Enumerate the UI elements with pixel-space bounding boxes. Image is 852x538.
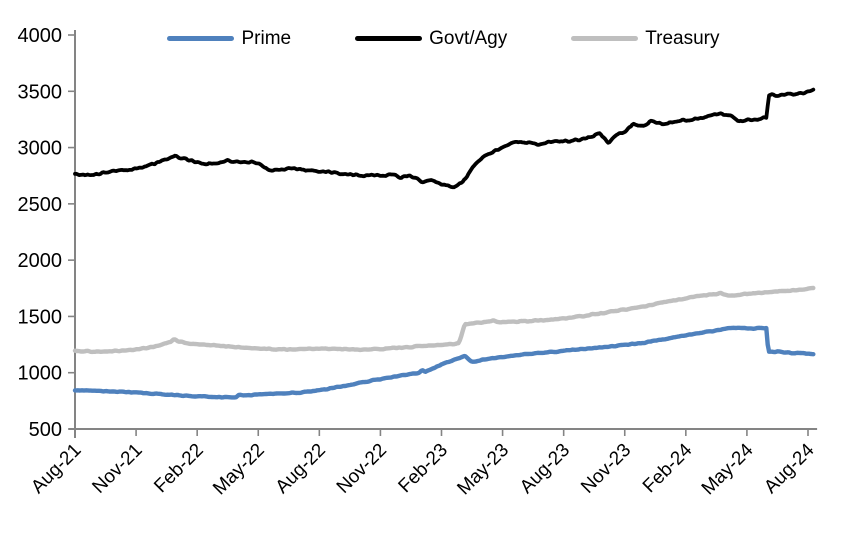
x-tick-label: Aug-21 [27, 440, 85, 498]
legend-label-treasury: Treasury [645, 27, 720, 49]
series-line-prime [72, 325, 816, 400]
x-tick-label: Nov-21 [88, 440, 146, 498]
x-tick-label: Aug-23 [516, 440, 574, 498]
x-axis-ticks: Aug-21 Nov-21 Feb-22 May-22 Aug-22 Nov-22 Feb-… [27, 429, 819, 500]
x-tick-label: May-23 [453, 440, 513, 500]
legend-swatch-govt-agy-line [355, 35, 423, 41]
y-axis-ticks: 500 1000 1500 2000 2500 3000 3500 4000 [18, 25, 75, 441]
x-tick-label: Aug-22 [272, 440, 330, 498]
chart-legend: Prime Govt/Agy Treasury [75, 26, 812, 50]
x-tick-label: May-24 [698, 439, 758, 499]
legend-label-govt-agy: Govt/Agy [429, 27, 508, 49]
x-tick-label: Aug-24 [760, 439, 818, 497]
legend-swatch-prime-line [167, 35, 235, 41]
y-tick-label: 1500 [18, 306, 63, 328]
legend-item-treasury: Treasury [571, 27, 720, 49]
legend-label-prime: Prime [241, 27, 292, 49]
x-tick-label: Feb-22 [150, 440, 207, 497]
x-tick-label: May-22 [209, 440, 269, 500]
y-tick-label: 500 [29, 419, 62, 441]
series-line-treasury [72, 285, 816, 355]
x-tick-label: Nov-23 [577, 440, 635, 498]
x-tick-label: Nov-22 [333, 440, 391, 498]
legend-item-govt-agy: Govt/Agy [355, 29, 507, 48]
series-line-govt-agy [73, 87, 816, 190]
y-tick-label: 3000 [18, 138, 63, 160]
legend-swatch-treasury-line [571, 35, 639, 41]
x-tick-label: Feb-24 [639, 439, 697, 497]
legend-item-prime: Prime [167, 29, 291, 48]
y-tick-label: 2000 [18, 250, 63, 272]
x-tick-label: Feb-23 [395, 440, 452, 497]
y-tick-label: 3500 [18, 81, 63, 103]
axes [69, 30, 818, 438]
y-tick-label: 4000 [18, 25, 63, 47]
y-tick-label: 2500 [18, 194, 63, 216]
y-tick-label: 1000 [18, 363, 63, 385]
